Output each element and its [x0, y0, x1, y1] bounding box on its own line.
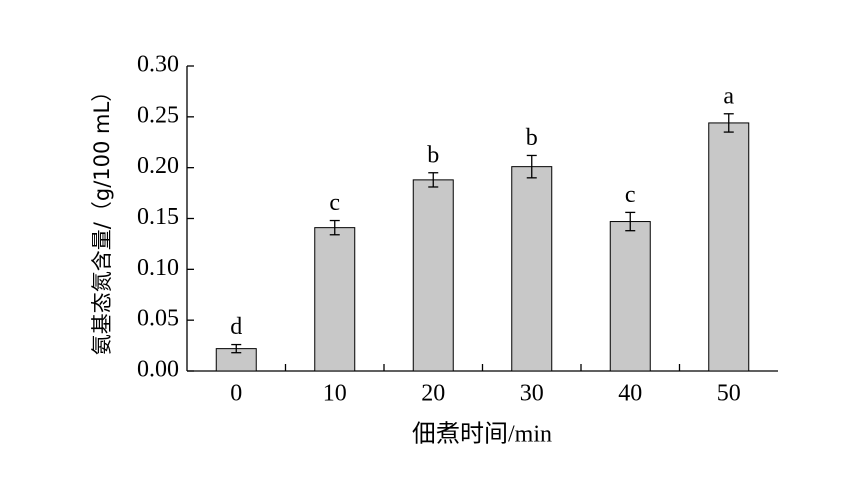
error-bar	[625, 211, 636, 232]
y-tick-label: 0.20	[137, 153, 179, 179]
x-tick-label: 20	[421, 381, 445, 407]
y-tick-label: 0.30	[137, 52, 179, 78]
error-bar	[231, 343, 242, 354]
y-tick-label: 0.10	[137, 255, 179, 281]
x-axis-title: 佃煮时间/min	[412, 421, 552, 448]
significance-label: d	[230, 314, 242, 340]
y-tick-label: 0.15	[137, 204, 179, 230]
y-tick-label: 0.25	[137, 102, 179, 128]
error-bar	[723, 113, 734, 133]
bar	[314, 227, 356, 372]
bar	[412, 179, 454, 372]
x-tick-label: 0	[230, 381, 242, 407]
x-tick-label: 30	[520, 381, 544, 407]
bar	[511, 166, 553, 372]
x-tick-label: 50	[717, 381, 741, 407]
significance-label: c	[625, 182, 636, 208]
significance-label: b	[526, 125, 538, 151]
y-tick-label: 0.00	[137, 357, 179, 383]
y-axis-title: 氨基态氮含量/（g/100 mL）	[90, 81, 114, 355]
x-tick-label: 40	[618, 381, 642, 407]
significance-label: c	[329, 190, 340, 216]
bar	[609, 221, 651, 372]
y-tick-label: 0.05	[137, 306, 179, 332]
error-bar	[526, 154, 537, 179]
x-tick-label: 10	[323, 381, 347, 407]
bar	[708, 122, 750, 372]
significance-label: a	[723, 83, 734, 109]
significance-label: b	[427, 142, 439, 168]
error-bar	[428, 172, 439, 188]
error-bar	[329, 219, 340, 236]
